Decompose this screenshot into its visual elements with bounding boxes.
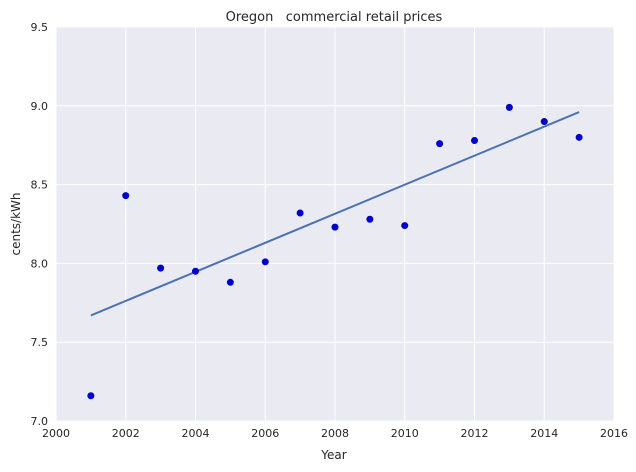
- data-point: [401, 222, 409, 230]
- grid: [55, 26, 615, 422]
- y-tick-label: 8.0: [31, 257, 49, 270]
- x-tick-label: 2016: [600, 427, 628, 440]
- x-tick-label: 2008: [321, 427, 349, 440]
- data-point: [471, 136, 478, 144]
- data-point: [575, 133, 583, 141]
- data-point: [540, 118, 548, 126]
- x-tick-label: 2000: [42, 427, 70, 440]
- fit-line-layer: [90, 111, 580, 317]
- data-point: [436, 140, 444, 148]
- x-tick-label: 2006: [251, 427, 279, 440]
- x-tick-label: 2004: [182, 427, 210, 440]
- x-tick-label: 2002: [112, 427, 140, 440]
- x-tick-label: 2010: [391, 427, 419, 440]
- data-point: [226, 278, 234, 286]
- x-tick-label: 2014: [530, 427, 558, 440]
- y-tick-label: 7.5: [31, 336, 49, 349]
- y-axis-ticks: 7.0 7.5 8.0 8.5 9.0 9.5: [31, 21, 49, 428]
- points-layer: [87, 103, 583, 400]
- data-point: [192, 267, 199, 275]
- data-point: [261, 258, 269, 266]
- data-point: [157, 264, 165, 272]
- chart-title: Oregon commercial retail prices: [226, 10, 443, 25]
- y-tick-label: 9.5: [31, 21, 49, 34]
- x-axis-label: Year: [320, 448, 346, 462]
- trend-line: [90, 111, 580, 317]
- data-point: [87, 392, 95, 400]
- x-tick-label: 2012: [461, 427, 489, 440]
- x-axis-ticks: 2000 2002 2004 2006 2008 2010 2012 2014 2016: [42, 427, 628, 440]
- y-tick-label: 7.0: [31, 415, 49, 428]
- data-point: [296, 209, 304, 217]
- data-point: [366, 215, 374, 223]
- y-axis-label: cents/kWh: [9, 192, 23, 255]
- data-point: [505, 103, 513, 111]
- y-tick-label: 9.0: [31, 100, 49, 113]
- data-point: [122, 192, 130, 200]
- data-point: [331, 223, 339, 231]
- y-tick-label: 8.5: [31, 179, 49, 192]
